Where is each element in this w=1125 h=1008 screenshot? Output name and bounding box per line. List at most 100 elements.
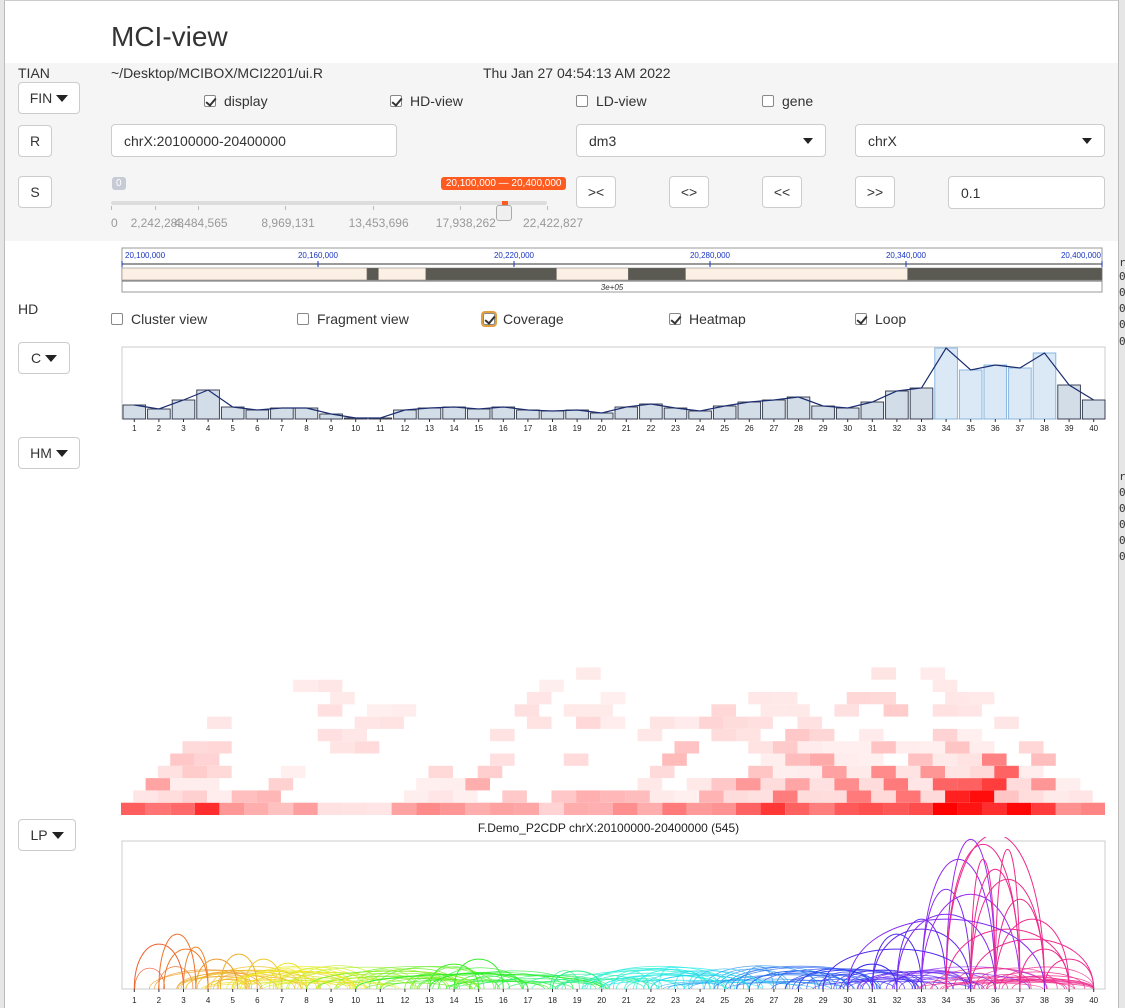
loop-arc bbox=[691, 968, 759, 990]
loop-arc bbox=[241, 979, 400, 990]
move-left-button[interactable]: << bbox=[762, 176, 802, 208]
loop-arc bbox=[626, 979, 679, 990]
expand-button[interactable]: <> bbox=[669, 176, 709, 208]
loop-x-tick-label: 27 bbox=[769, 996, 778, 1005]
step-input[interactable]: 0.1 bbox=[948, 176, 1105, 209]
track-segment bbox=[425, 267, 557, 281]
loop-checkbox[interactable]: Loop bbox=[855, 311, 906, 327]
heatmap-cell bbox=[219, 802, 244, 815]
gene-checkbox[interactable]: gene bbox=[762, 93, 813, 109]
heatmap-cell bbox=[969, 692, 995, 705]
coverage-x-tick-label: 6 bbox=[255, 424, 260, 433]
loop-x-tick-label: 8 bbox=[304, 996, 309, 1005]
heatmap-cell bbox=[600, 716, 626, 729]
genome-value: dm3 bbox=[589, 132, 617, 149]
region-input[interactable]: chrX:20100000-20400000 bbox=[111, 124, 397, 157]
caret-down-icon bbox=[51, 831, 64, 839]
heatmap-cell bbox=[785, 753, 810, 766]
shrink-button[interactable]: >< bbox=[576, 176, 616, 208]
loop-arc bbox=[287, 972, 384, 990]
heatmap-cell bbox=[367, 802, 392, 815]
s-button[interactable]: S bbox=[18, 176, 52, 208]
timestamp: Thu Jan 27 04:54:13 AM 2022 bbox=[483, 65, 671, 81]
heatmap-cell bbox=[982, 778, 1007, 791]
heatmap-cell bbox=[822, 790, 847, 803]
heatmap-cell bbox=[711, 728, 736, 742]
loop-arc bbox=[871, 928, 972, 990]
genome-select[interactable]: dm3 bbox=[576, 124, 826, 157]
r-button[interactable]: R bbox=[18, 125, 52, 157]
coverage-x-tick-label: 21 bbox=[622, 424, 631, 433]
heatmap-cell bbox=[686, 802, 712, 815]
chromosome-select[interactable]: chrX bbox=[855, 124, 1105, 157]
heatmap-cell bbox=[797, 716, 823, 729]
loop-arc bbox=[279, 966, 371, 990]
fin-dropdown[interactable]: FIN bbox=[18, 82, 80, 114]
loop-arc bbox=[365, 982, 457, 990]
checkbox-icon[interactable] bbox=[204, 95, 216, 107]
checkbox-icon[interactable] bbox=[481, 311, 497, 327]
heatmap-cell bbox=[1068, 790, 1093, 803]
ld-view-checkbox[interactable]: LD-view bbox=[576, 93, 647, 109]
coverage-x-tick-label: 30 bbox=[843, 424, 852, 433]
loop-x-tick-label: 40 bbox=[1089, 996, 1098, 1005]
coverage-bar bbox=[122, 404, 147, 420]
coverage-bar bbox=[688, 410, 712, 420]
heatmap-chart bbox=[121, 667, 1105, 815]
loop-arc bbox=[822, 948, 972, 990]
gene-label: gene bbox=[782, 93, 814, 109]
track-tick-label: 20,160,000 bbox=[298, 251, 339, 260]
track-tick-label: 20,340,000 bbox=[886, 251, 927, 260]
loop-x-tick-label: 10 bbox=[351, 996, 360, 1005]
heatmap-cell bbox=[207, 741, 232, 754]
loop-x-tick-label: 1 bbox=[132, 996, 137, 1005]
heatmap-cell bbox=[576, 667, 601, 680]
checkbox-icon[interactable] bbox=[762, 95, 774, 107]
heatmap-cell bbox=[1043, 790, 1069, 803]
coverage-checkbox[interactable]: Coverage bbox=[481, 311, 564, 327]
heatmap-cell bbox=[551, 790, 577, 803]
checkbox-icon[interactable] bbox=[111, 313, 123, 325]
coverage-x-tick-label: 34 bbox=[942, 424, 951, 433]
display-checkbox[interactable]: display bbox=[204, 93, 268, 109]
heatmap-cell bbox=[945, 741, 970, 754]
slider-track[interactable] bbox=[111, 201, 547, 205]
fragment-view-checkbox[interactable]: Fragment view bbox=[297, 311, 409, 327]
heatmap-cell bbox=[772, 790, 798, 803]
loop-arc bbox=[213, 978, 250, 990]
checkbox-icon[interactable] bbox=[297, 313, 309, 325]
heatmap-dropdown[interactable]: HM bbox=[18, 437, 80, 469]
slider-handle[interactable] bbox=[495, 205, 512, 221]
heatmap-cell bbox=[895, 741, 921, 754]
loop-arc bbox=[355, 973, 603, 990]
checkbox-icon[interactable] bbox=[576, 95, 588, 107]
loop-dropdown[interactable]: LP bbox=[18, 819, 76, 851]
loop-arc bbox=[970, 858, 996, 990]
heatmap-checkbox[interactable]: Heatmap bbox=[669, 311, 746, 327]
loop-x-tick-label: 21 bbox=[622, 996, 631, 1005]
heatmap-cell bbox=[994, 765, 1019, 779]
heatmap-cell bbox=[822, 765, 847, 779]
loop-arc bbox=[239, 976, 331, 990]
heatmap-cell bbox=[428, 765, 454, 779]
checkbox-icon[interactable] bbox=[390, 95, 402, 107]
heatmap-cell bbox=[416, 802, 441, 815]
heatmap-cell bbox=[1031, 802, 1056, 815]
range-slider[interactable]: 0 20,100,000 — 20,400,000 0 2,242,283 4,48… bbox=[111, 175, 583, 231]
coverage-bar bbox=[762, 399, 786, 420]
move-right-button[interactable]: >> bbox=[855, 176, 895, 208]
slider-tick-label: 22,422,827 bbox=[523, 216, 584, 230]
checkbox-icon[interactable] bbox=[669, 313, 681, 325]
loop-x-tick-label: 35 bbox=[966, 996, 975, 1005]
heatmap-cell bbox=[895, 790, 921, 803]
checkbox-icon[interactable] bbox=[855, 313, 867, 325]
hd-view-checkbox[interactable]: HD-view bbox=[390, 93, 463, 109]
loop-arc bbox=[601, 974, 726, 990]
loop-arc bbox=[429, 963, 480, 990]
loop-x-tick-label: 11 bbox=[376, 996, 385, 1005]
fin-label: FIN bbox=[29, 90, 53, 106]
coverage-dropdown[interactable]: C bbox=[18, 342, 70, 374]
heatmap-cell bbox=[920, 765, 946, 779]
cluster-view-checkbox[interactable]: Cluster view bbox=[111, 311, 207, 327]
caret-down-icon bbox=[803, 137, 813, 144]
